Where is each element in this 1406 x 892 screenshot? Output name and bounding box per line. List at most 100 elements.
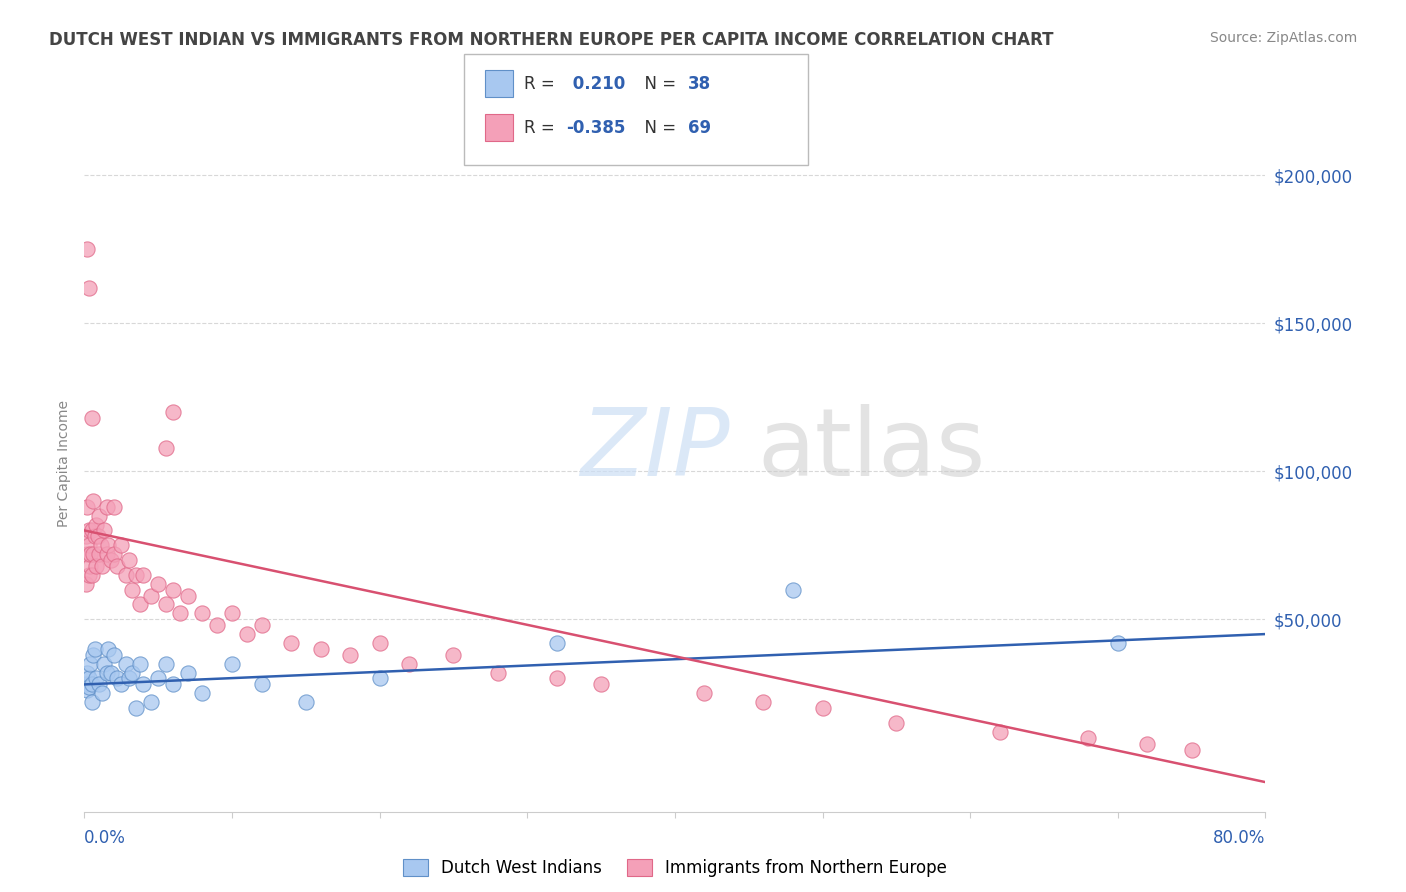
Point [76, 242, 98, 256]
Point [90, 538, 112, 552]
Point [96, 500, 118, 514]
Point [75, 576, 97, 591]
Point [76, 665, 98, 680]
Point [693, 686, 716, 700]
Point [125, 567, 148, 582]
Point [91, 559, 114, 574]
Point [752, 695, 775, 709]
Point [132, 567, 155, 582]
Point [86, 529, 108, 543]
Point [93, 524, 115, 538]
Point [114, 567, 136, 582]
Text: atlas: atlas [758, 404, 986, 496]
Point [309, 641, 332, 656]
Point [96, 547, 118, 561]
Point [80, 411, 103, 425]
Point [155, 598, 177, 612]
Point [97, 538, 120, 552]
Point [97, 641, 120, 656]
Point [129, 598, 152, 612]
Point [250, 677, 273, 691]
Point [89, 508, 111, 523]
Text: Source: ZipAtlas.com: Source: ZipAtlas.com [1209, 31, 1357, 45]
Point [886, 715, 908, 730]
Point [162, 677, 184, 691]
Point [105, 559, 128, 574]
Point [236, 627, 259, 641]
Point [148, 672, 170, 686]
Point [280, 636, 302, 650]
Text: 0.0%: 0.0% [84, 829, 127, 847]
Point [89, 547, 111, 561]
Point [75, 677, 97, 691]
Point [1181, 742, 1204, 756]
Point [79, 657, 101, 671]
Text: 80.0%: 80.0% [1213, 829, 1265, 847]
Point [100, 665, 122, 680]
Point [82, 547, 104, 561]
Point [82, 493, 104, 508]
Point [114, 657, 136, 671]
Point [80, 695, 103, 709]
Point [79, 559, 101, 574]
Point [155, 657, 177, 671]
Point [339, 648, 361, 662]
Text: 0.210: 0.210 [567, 75, 624, 93]
Point [177, 589, 200, 603]
Point [129, 657, 152, 671]
Text: 38: 38 [688, 75, 710, 93]
Point [191, 607, 214, 621]
Point [77, 538, 100, 552]
Point [103, 547, 125, 561]
Point [205, 618, 228, 632]
Point [75, 529, 97, 543]
Point [546, 636, 568, 650]
Point [125, 701, 148, 715]
Point [103, 500, 125, 514]
Point [118, 553, 141, 567]
Point [84, 517, 107, 532]
Point [169, 607, 191, 621]
Point [100, 553, 122, 567]
Point [83, 641, 105, 656]
Point [76, 683, 98, 698]
Point [110, 538, 132, 552]
Point [148, 576, 170, 591]
Point [103, 648, 125, 662]
Point [221, 607, 243, 621]
Y-axis label: Per Capita Income: Per Capita Income [58, 401, 72, 527]
Point [250, 618, 273, 632]
Point [77, 672, 100, 686]
Point [83, 529, 105, 543]
Point [486, 665, 509, 680]
Point [368, 672, 391, 686]
Point [162, 582, 184, 597]
Point [1077, 731, 1099, 745]
Text: R =: R = [524, 119, 561, 136]
Point [96, 665, 118, 680]
Point [121, 665, 143, 680]
Point [91, 686, 114, 700]
Point [82, 648, 104, 662]
Point [105, 672, 128, 686]
Point [811, 701, 834, 715]
Point [1107, 636, 1129, 650]
Text: N =: N = [634, 119, 682, 136]
Point [77, 281, 100, 295]
Point [76, 500, 98, 514]
Point [80, 567, 103, 582]
Point [76, 547, 98, 561]
Point [295, 695, 318, 709]
Point [988, 724, 1011, 739]
Text: 69: 69 [688, 119, 710, 136]
Point [110, 677, 132, 691]
Point [191, 686, 214, 700]
Point [139, 589, 162, 603]
Point [84, 559, 107, 574]
Point [177, 665, 200, 680]
Point [591, 677, 613, 691]
Point [84, 672, 107, 686]
Point [80, 524, 103, 538]
Point [546, 672, 568, 686]
Point [139, 695, 162, 709]
